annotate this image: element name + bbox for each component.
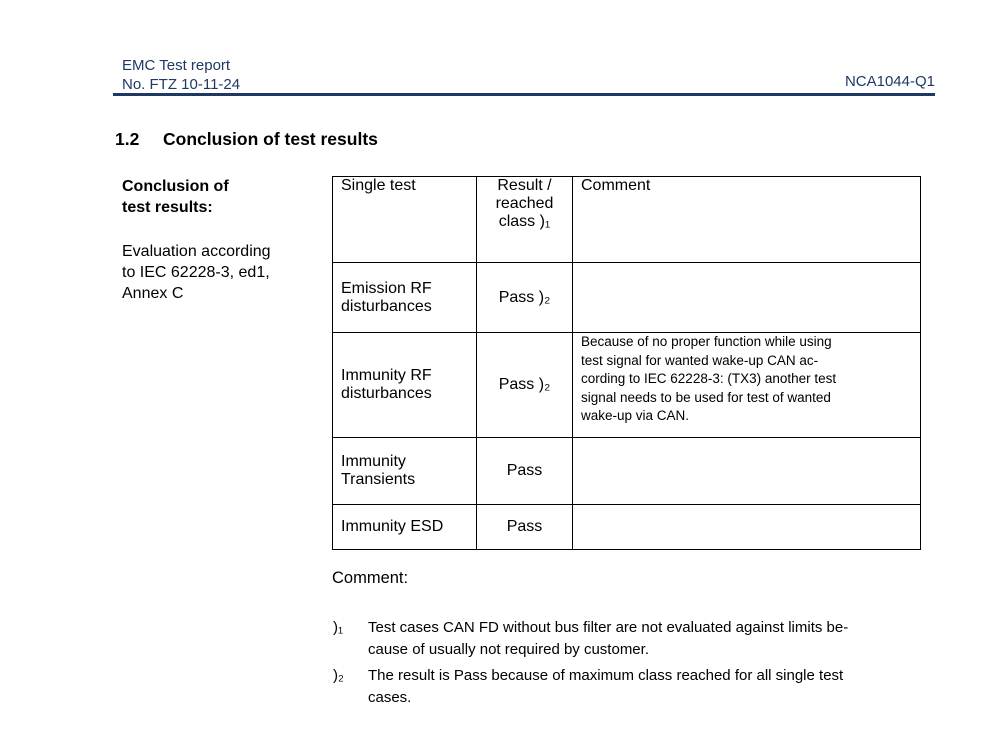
cell-test-name: Immunity RF disturbances: [332, 332, 477, 438]
sidebar-note: Evaluation according to IEC 62228-3, ed1…: [122, 243, 271, 302]
cell-test-name: Emission RF disturbances: [332, 262, 477, 333]
column-header-result: Result / reached class )₁: [476, 176, 573, 263]
footnote-2-text: The result is Pass because of maximum cl…: [368, 667, 844, 706]
section-title: Conclusion of test results: [163, 129, 378, 149]
table-row: Immunity ESD Pass: [332, 504, 921, 550]
column-header-single-test: Single test: [332, 176, 477, 263]
cell-comment: [572, 262, 921, 333]
footnote-2-marker: )₂: [333, 667, 344, 684]
document-id: NCA1044-Q1: [844, 73, 935, 90]
section-heading: 1.2 Conclusion of test results: [115, 129, 378, 150]
sidebar-label: Conclusion of test results:: [122, 178, 229, 216]
footnote-1: )₁ Test cases CAN FD without bus filter …: [333, 617, 918, 661]
cell-test-name: Immunity ESD: [332, 504, 477, 550]
footnote-1-marker: )₁: [333, 619, 344, 636]
cell-result: Pass )₂: [476, 262, 573, 333]
column-header-comment: Comment: [572, 176, 921, 263]
report-number: No. FTZ 10-11-24: [122, 76, 241, 93]
table-row: Immunity Transients Pass: [332, 437, 921, 505]
cell-result: Pass )₂: [476, 332, 573, 438]
cell-comment: Because of no proper function while usin…: [572, 332, 921, 438]
comment-heading: Comment:: [332, 569, 409, 587]
footnote-1-text: Test cases CAN FD without bus filter are…: [368, 619, 849, 658]
cell-comment: [572, 437, 921, 505]
section-number: 1.2: [115, 129, 140, 149]
header-rule: [113, 93, 935, 96]
sidebar-block: Conclusion of test results: Evaluation a…: [122, 176, 332, 304]
results-table: Single test Result / reached class )₁ Co…: [332, 176, 921, 550]
cell-result: Pass: [476, 437, 573, 505]
table-row: Emission RF disturbances Pass )₂: [332, 262, 921, 333]
table-header-row: Single test Result / reached class )₁ Co…: [332, 176, 921, 263]
report-title: EMC Test report: [122, 57, 231, 74]
report-header: EMC Test report No. FTZ 10-11-24: [122, 56, 240, 94]
footnote-2: )₂ The result is Pass because of maximum…: [333, 665, 918, 709]
cell-result: Pass: [476, 504, 573, 550]
table-row: Immunity RF disturbances Pass )₂ Because…: [332, 332, 921, 438]
cell-comment: [572, 504, 921, 550]
cell-test-name: Immunity Transients: [332, 437, 477, 505]
footnotes: )₁ Test cases CAN FD without bus filter …: [333, 617, 918, 713]
